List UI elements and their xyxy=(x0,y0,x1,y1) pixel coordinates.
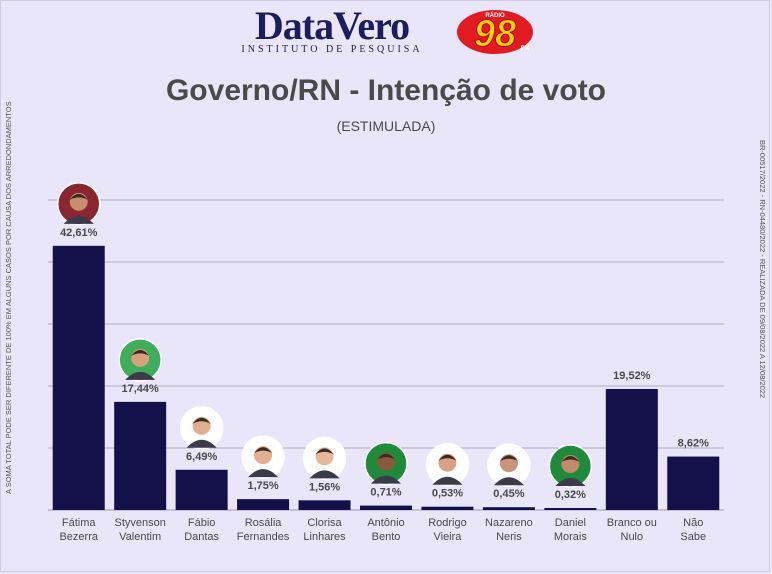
data-label: 6,49% xyxy=(186,451,217,463)
bar xyxy=(175,469,228,510)
category-label-line: Rodrigo xyxy=(428,517,467,529)
category-label-line: Rosália xyxy=(244,517,282,529)
bar xyxy=(421,506,474,510)
data-label: 1,75% xyxy=(247,480,278,492)
category-label-line: Valentim xyxy=(119,531,162,543)
category-label: Fátima Bezerra xyxy=(44,516,114,544)
photo-hair xyxy=(438,454,457,461)
data-label: 0,45% xyxy=(493,488,524,500)
photo-hair xyxy=(131,349,150,356)
category-label: Rodrigo Vieira xyxy=(412,516,482,544)
datavero-logo: DataVero INSTITUTO DE PESQUISA xyxy=(232,4,432,55)
candidate-photo xyxy=(56,182,101,226)
category-label: Antônio Bento xyxy=(351,516,421,544)
photo-shoulders xyxy=(309,470,340,479)
category-label-line: Fernandes xyxy=(236,531,290,543)
category-label-line: Fátima xyxy=(61,517,96,529)
category-label-line: Nazareno xyxy=(485,517,533,529)
bar xyxy=(667,456,720,510)
data-label: 0,71% xyxy=(370,487,401,499)
data-label: 8,62% xyxy=(678,438,709,450)
candidate-photo xyxy=(364,441,408,486)
photo-shoulders xyxy=(555,478,586,487)
radio-logo-top: RÁDIO xyxy=(485,12,505,19)
photo-hair xyxy=(561,456,580,463)
candidate-photo xyxy=(425,442,470,487)
category-label-line: Nulo xyxy=(620,531,644,543)
photo-hair xyxy=(315,448,334,455)
category-label-line: Branco ou xyxy=(606,517,657,529)
category-label-line: Sabe xyxy=(680,531,707,543)
category-label: Nazareno Neris xyxy=(474,516,544,544)
category-label: Branco ou Nulo xyxy=(597,516,667,544)
category-label-line: Não xyxy=(683,517,704,529)
photo-hair xyxy=(254,447,273,454)
category-label-line: Morais xyxy=(553,531,587,543)
photo-hair xyxy=(69,193,88,200)
category-label: Daniel Morais xyxy=(535,516,605,544)
category-label: Fábio Dantas xyxy=(167,516,237,544)
photo-shoulders xyxy=(371,475,401,484)
datavero-brand: DataVero xyxy=(254,3,410,48)
radio-logo-number: 98 xyxy=(474,13,517,55)
radio-logo-fm: FM xyxy=(521,46,530,52)
datavero-subtitle: INSTITUTO DE PESQUISA xyxy=(241,44,423,55)
category-label: Clorisa Linhares xyxy=(290,516,360,544)
photo-shoulders xyxy=(63,215,94,224)
photo-hair xyxy=(192,417,211,424)
data-label: 0,32% xyxy=(555,489,586,501)
bar xyxy=(237,499,290,510)
candidate-photo xyxy=(241,435,285,479)
photo-shoulders xyxy=(248,469,279,478)
candidate-photo xyxy=(302,436,347,481)
data-label: 0,53% xyxy=(432,488,463,500)
data-label: 1,56% xyxy=(309,481,340,493)
data-label: 17,44% xyxy=(122,383,160,395)
category-label-line: Styvenson xyxy=(114,517,166,529)
photo-hair xyxy=(377,453,395,460)
candidate-photo xyxy=(118,338,162,382)
bar xyxy=(360,505,412,510)
data-label: 19,52% xyxy=(613,370,651,382)
category-label: Rosália Fernandes xyxy=(228,516,298,544)
bar xyxy=(544,508,597,510)
category-label-line: Clorisa xyxy=(307,517,342,529)
category-label-line: Bezerra xyxy=(59,531,98,543)
category-label-line: Vieira xyxy=(433,531,462,543)
category-label-line: Neris xyxy=(496,531,522,543)
category-label-line: Antônio xyxy=(367,517,405,529)
candidate-photo xyxy=(487,443,531,487)
radio-logo-ellipse xyxy=(457,10,533,54)
category-label-line: Fábio xyxy=(187,517,216,529)
photo-shoulders xyxy=(493,477,524,486)
photo-shoulders xyxy=(125,371,156,380)
category-label-line: Bento xyxy=(371,531,401,543)
candidate-photo xyxy=(548,444,593,488)
candidate-photo xyxy=(179,406,224,450)
bar xyxy=(114,401,167,510)
category-label-line: Linhares xyxy=(303,531,346,543)
category-label: Não Sabe xyxy=(658,516,728,544)
category-label-line: Dantas xyxy=(184,531,220,543)
bar xyxy=(605,388,658,510)
radio-98-logo: 98 RÁDIO FM xyxy=(457,10,533,56)
bar xyxy=(482,507,535,510)
photo-hair xyxy=(499,455,518,462)
chart-title: Governo/RN - Intenção de voto xyxy=(165,74,607,107)
category-label: Styvenson Valentim xyxy=(105,516,175,544)
bar xyxy=(298,500,351,510)
chart-subtitle: (ESTIMULADA) xyxy=(336,118,436,134)
photo-shoulders xyxy=(186,439,217,448)
data-label: 42,61% xyxy=(60,227,98,239)
bar xyxy=(52,245,105,510)
photo-shoulders xyxy=(432,476,463,485)
category-label-line: Daniel xyxy=(554,517,586,529)
